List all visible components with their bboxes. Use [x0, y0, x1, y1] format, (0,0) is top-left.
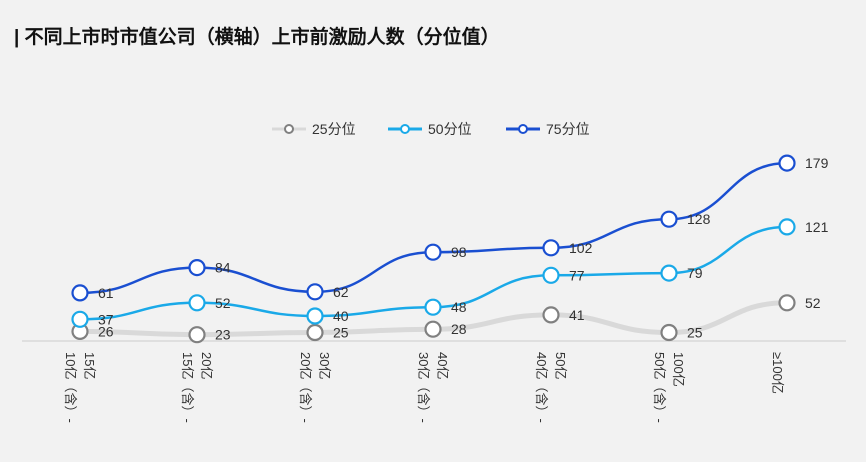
point-25分位-6[interactable]	[778, 294, 796, 312]
x-tick-label-5: 50亿（含）- 100亿	[652, 352, 686, 423]
point-75分位-5[interactable]	[660, 210, 678, 228]
point-50分位-4[interactable]	[542, 266, 560, 284]
point-25分位-5[interactable]	[660, 323, 678, 342]
data-label-50分位-3: 48	[451, 299, 467, 315]
data-label-25分位-2: 25	[333, 325, 349, 341]
point-25分位-4[interactable]	[542, 306, 560, 324]
data-label-50分位-5: 79	[687, 265, 703, 281]
x-tick-label-4: 40亿（含）- 50亿	[534, 352, 568, 423]
data-label-25分位-3: 28	[451, 321, 467, 337]
data-label-50分位-0: 37	[98, 311, 114, 327]
data-label-25分位-5: 25	[687, 325, 703, 341]
data-label-50分位-4: 77	[569, 267, 585, 283]
point-75分位-2[interactable]	[306, 283, 324, 301]
data-label-25分位-1: 23	[215, 327, 231, 343]
point-50分位-5[interactable]	[660, 264, 678, 282]
point-75分位-0[interactable]	[71, 284, 89, 302]
point-75分位-4[interactable]	[542, 239, 560, 257]
point-75分位-3[interactable]	[424, 243, 442, 261]
point-50分位-3[interactable]	[424, 298, 442, 316]
point-50分位-2[interactable]	[306, 307, 324, 325]
x-tick-text-4-0: 40亿（含）-	[534, 352, 549, 423]
data-label-25分位-0: 26	[98, 323, 114, 339]
x-tick-text-3-1: 40亿	[435, 352, 450, 379]
point-25分位-2[interactable]	[306, 323, 324, 342]
point-25分位-3[interactable]	[424, 320, 442, 338]
data-label-25分位-6: 52	[805, 295, 821, 311]
x-tick-text-6-0: ≥100亿	[770, 352, 785, 394]
x-tick-text-0-1: 15亿	[82, 352, 97, 379]
x-tick-text-4-1: 50亿	[553, 352, 568, 379]
data-label-50分位-6: 121	[805, 219, 829, 235]
point-50分位-6[interactable]	[778, 218, 796, 236]
x-tick-label-2: 20亿（含）- 30亿	[298, 352, 332, 423]
data-label-75分位-6: 179	[805, 155, 829, 171]
data-label-50分位-1: 52	[215, 295, 231, 311]
x-tick-label-0: 10亿（含）- 15亿	[63, 352, 97, 423]
data-label-25分位-4: 41	[569, 307, 585, 323]
data-label-50分位-2: 40	[333, 308, 349, 324]
data-label-75分位-1: 84	[215, 260, 231, 276]
x-tick-text-2-1: 30亿	[317, 352, 332, 379]
x-tick-label-1: 15亿（含）- 20亿	[180, 352, 214, 423]
data-label-75分位-5: 128	[687, 211, 711, 227]
data-label-75分位-2: 62	[333, 284, 349, 300]
x-tick-text-0-0: 10亿（含）-	[63, 352, 78, 423]
legend-label-25分位[interactable]: 25分位	[312, 121, 356, 137]
x-tick-text-3-0: 30亿（含）-	[416, 352, 431, 423]
point-75分位-1[interactable]	[188, 259, 206, 277]
legend-label-75分位[interactable]: 75分位	[546, 121, 590, 137]
data-label-75分位-4: 102	[569, 240, 593, 256]
legend-marker-25分位	[284, 124, 294, 134]
x-tick-text-1-1: 20亿	[199, 352, 214, 379]
legend-marker-50分位	[400, 124, 410, 134]
x-tick-label-6: ≥100亿	[770, 352, 785, 394]
point-75分位-6[interactable]	[778, 154, 796, 172]
point-50分位-1[interactable]	[188, 294, 206, 312]
point-25分位-1[interactable]	[188, 326, 206, 344]
legend-label-50分位[interactable]: 50分位	[428, 121, 472, 137]
x-tick-text-5-0: 50亿（含）-	[652, 352, 667, 423]
legend-marker-75分位	[518, 124, 528, 134]
x-tick-text-1-0: 15亿（含）-	[180, 352, 195, 423]
data-label-75分位-3: 98	[451, 244, 467, 260]
data-label-75分位-0: 61	[98, 285, 114, 301]
x-tick-text-2-0: 20亿（含）-	[298, 352, 313, 423]
point-50分位-0[interactable]	[71, 310, 89, 328]
x-tick-label-3: 30亿（含）- 40亿	[416, 352, 450, 423]
x-tick-text-5-1: 100亿	[671, 352, 686, 387]
chart-title: | 不同上市时市值公司（横轴）上市前激励人数（分位值）	[14, 27, 500, 48]
